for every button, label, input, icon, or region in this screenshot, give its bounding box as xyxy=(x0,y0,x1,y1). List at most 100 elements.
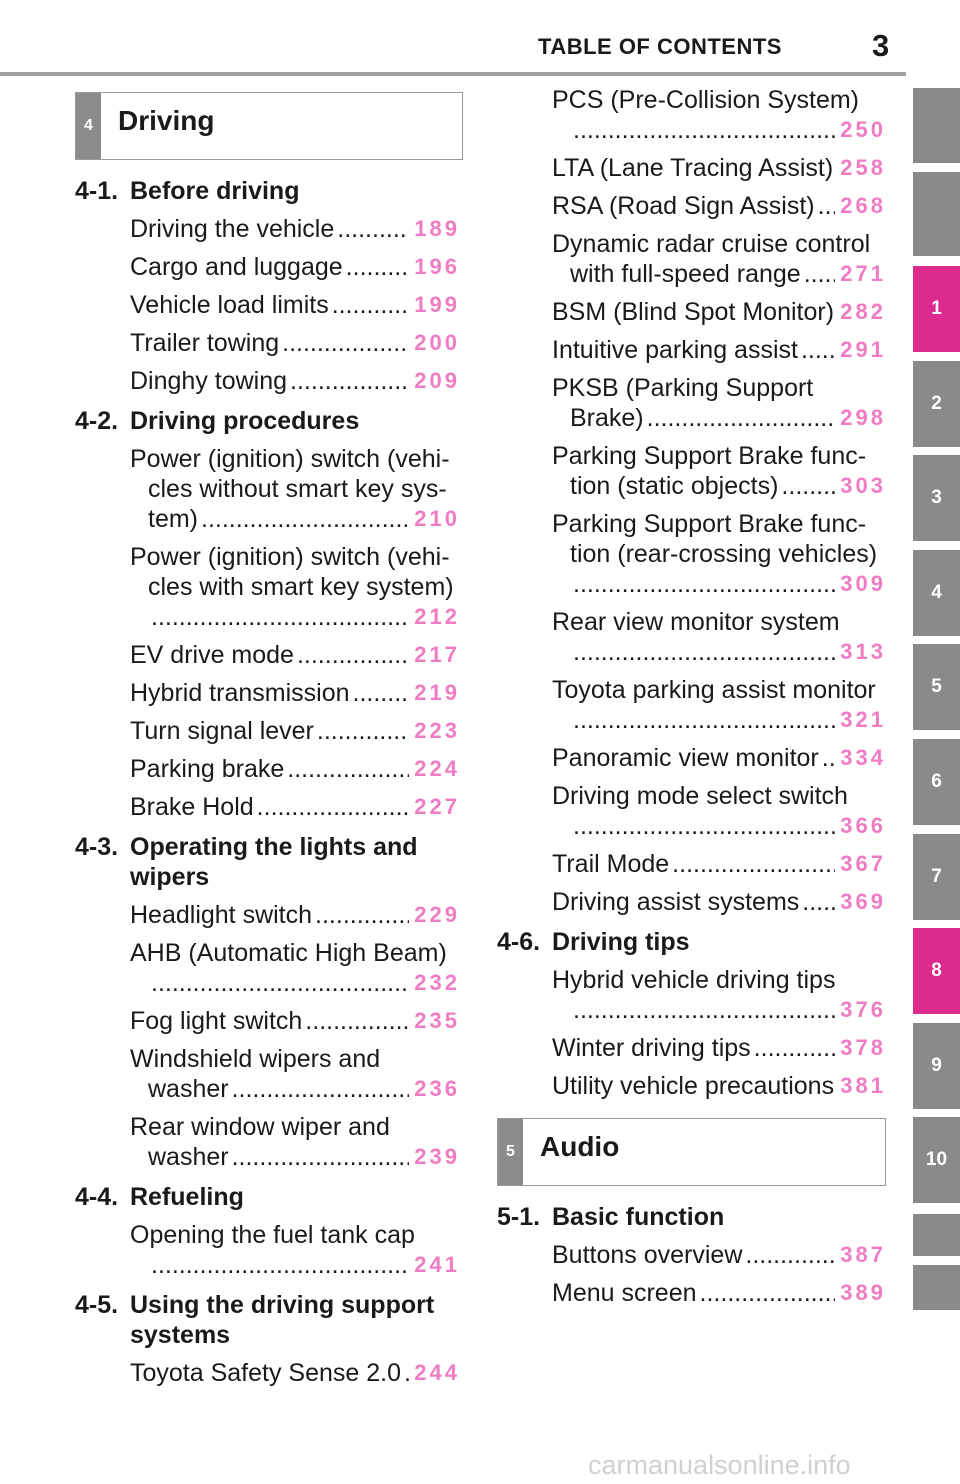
chapter-tab[interactable]: 2 xyxy=(913,360,960,447)
toc-entry[interactable]: Parking Support Brake func-tion (static … xyxy=(552,441,886,501)
entry-page[interactable]: 209 xyxy=(409,366,460,396)
entry-page[interactable]: 369 xyxy=(835,887,886,917)
entry-page[interactable]: 232 xyxy=(409,968,460,998)
entry-page[interactable]: 309 xyxy=(835,569,886,599)
entry-page[interactable]: 200 xyxy=(409,328,460,358)
entry-page[interactable]: 389 xyxy=(835,1278,886,1308)
toc-entry[interactable]: Headlight switch 229 xyxy=(130,900,460,930)
entry-title: tion (static objects) xyxy=(570,472,779,500)
toc-entry[interactable]: Vehicle load limits 199 xyxy=(130,290,460,320)
entry-page[interactable]: 334 xyxy=(835,743,886,773)
entry-title: Parking Support Brake func- xyxy=(552,510,867,538)
section-title: Basic function xyxy=(552,1203,725,1231)
toc-entry[interactable]: AHB (Automatic High Beam)232 xyxy=(130,938,460,998)
toc-entry[interactable]: EV drive mode 217 xyxy=(130,640,460,670)
entry-page[interactable]: 291 xyxy=(835,335,886,365)
entry-page[interactable]: 239 xyxy=(409,1142,460,1172)
toc-entry[interactable]: Dinghy towing 209 xyxy=(130,366,460,396)
section-number: 4-2. xyxy=(75,407,119,435)
toc-entry[interactable]: Toyota Safety Sense 2.0244 xyxy=(130,1358,460,1388)
chapter-tab[interactable]: 6 xyxy=(913,739,960,825)
entry-page[interactable]: 366 xyxy=(835,811,886,841)
entry-page[interactable]: 223 xyxy=(409,716,460,746)
toc-entry[interactable]: Menu screen 389 xyxy=(552,1278,886,1308)
entry-page[interactable]: 235 xyxy=(409,1006,460,1036)
entry-page[interactable]: 196 xyxy=(409,252,460,282)
toc-entry[interactable]: LTA (Lane Tracing Assist)258 xyxy=(552,153,886,183)
toc-entry[interactable]: Driving mode select switch366 xyxy=(552,781,886,841)
chapter-number: 4 xyxy=(76,93,101,159)
entry-page[interactable]: 212 xyxy=(409,602,460,632)
entry-page[interactable]: 210 xyxy=(409,504,460,534)
entry-page[interactable]: 241 xyxy=(409,1250,460,1280)
entry-page[interactable]: 189 xyxy=(409,214,460,244)
section-title: Operating the lights and xyxy=(130,833,418,861)
chapter-tab[interactable]: 1 xyxy=(913,266,960,352)
entry-title: Turn signal lever xyxy=(130,717,314,745)
entry-page[interactable]: 271 xyxy=(835,259,886,289)
entry-page[interactable]: 378 xyxy=(835,1033,886,1063)
toc-entry[interactable]: RSA (Road Sign Assist) 268 xyxy=(552,191,886,221)
toc-entry[interactable]: Driving the vehicle 189 xyxy=(130,214,460,244)
entry-page[interactable]: 321 xyxy=(835,705,886,735)
toc-entry[interactable]: Rear view monitor system313 xyxy=(552,607,886,667)
chapter-tab[interactable]: 4 xyxy=(913,549,960,636)
chapter-tab[interactable]: 9 xyxy=(913,1022,960,1109)
entry-page[interactable]: 313 xyxy=(835,637,886,667)
entry-page[interactable]: 387 xyxy=(835,1240,886,1270)
entry-page[interactable]: 367 xyxy=(835,849,886,879)
toc-entry[interactable]: Dynamic radar cruise control with full-sp… xyxy=(552,229,886,289)
entry-page[interactable]: 199 xyxy=(409,290,460,320)
entry-page[interactable]: 224 xyxy=(409,754,460,784)
entry-page[interactable]: 282 xyxy=(835,297,886,327)
entry-page[interactable]: 244 xyxy=(409,1358,460,1388)
toc-entry[interactable]: Fog light switch 235 xyxy=(130,1006,460,1036)
entry-page[interactable]: 303 xyxy=(835,471,886,501)
entry-page[interactable]: 250 xyxy=(835,115,886,145)
dot-leader: 366 xyxy=(570,811,886,841)
entry-page[interactable]: 381 xyxy=(835,1071,886,1101)
toc-entry[interactable]: Cargo and luggage 196 xyxy=(130,252,460,282)
chapter-tab[interactable]: 3 xyxy=(913,455,960,542)
entry-title: tem) xyxy=(148,505,198,533)
toc-entry[interactable]: BSM (Blind Spot Monitor)282 xyxy=(552,297,886,327)
dot-leader: 232 xyxy=(148,968,460,998)
toc-entry[interactable]: Hybrid vehicle driving tips376 xyxy=(552,965,886,1025)
entry-page[interactable]: 298 xyxy=(835,403,886,433)
entry-page[interactable]: 229 xyxy=(409,900,460,930)
toc-entry[interactable]: Parking Support Brake func-tion (rear-cr… xyxy=(552,509,886,599)
toc-entry[interactable]: Toyota parking assist monitor321 xyxy=(552,675,886,735)
chapter-tab[interactable]: 7 xyxy=(913,833,960,920)
toc-entry[interactable]: Opening the fuel tank cap241 xyxy=(130,1220,460,1280)
entry-page[interactable]: 236 xyxy=(409,1074,460,1104)
toc-entry[interactable]: Turn signal lever 223 xyxy=(130,716,460,746)
toc-entry[interactable]: Power (ignition) switch (vehi-cles witho… xyxy=(130,444,460,534)
entry-page[interactable]: 258 xyxy=(835,153,886,183)
toc-entry[interactable]: Hybrid transmission 219 xyxy=(130,678,460,708)
dot-leader: 334 xyxy=(819,743,886,773)
toc-entry[interactable]: Brake Hold 227 xyxy=(130,792,460,822)
toc-entry[interactable]: Buttons overview 387 xyxy=(552,1240,886,1270)
toc-entry[interactable]: Driving assist systems 369 xyxy=(552,887,886,917)
toc-entry[interactable]: PCS (Pre-Collision System)250 xyxy=(552,85,886,145)
toc-entry[interactable]: Utility vehicle precautions381 xyxy=(552,1071,886,1101)
chapter-tab[interactable]: 10 xyxy=(913,1117,960,1204)
dot-leader: 223 xyxy=(314,716,460,746)
entry-page[interactable]: 376 xyxy=(835,995,886,1025)
toc-entry[interactable]: Panoramic view monitor 334 xyxy=(552,743,886,773)
entry-page[interactable]: 217 xyxy=(409,640,460,670)
toc-entry[interactable]: Trailer towing 200 xyxy=(130,328,460,358)
toc-entry[interactable]: Power (ignition) switch (vehi-cles with … xyxy=(130,542,460,632)
toc-entry[interactable]: Parking brake 224 xyxy=(130,754,460,784)
chapter-tab[interactable]: 5 xyxy=(913,644,960,731)
entry-page[interactable]: 219 xyxy=(409,678,460,708)
entry-page[interactable]: 268 xyxy=(835,191,886,221)
entry-page[interactable]: 227 xyxy=(409,792,460,822)
toc-entry[interactable]: Trail Mode 367 xyxy=(552,849,886,879)
toc-entry[interactable]: Winter driving tips 378 xyxy=(552,1033,886,1063)
toc-entry[interactable]: Intuitive parking assist 291 xyxy=(552,335,886,365)
chapter-tab[interactable]: 8 xyxy=(913,928,960,1015)
